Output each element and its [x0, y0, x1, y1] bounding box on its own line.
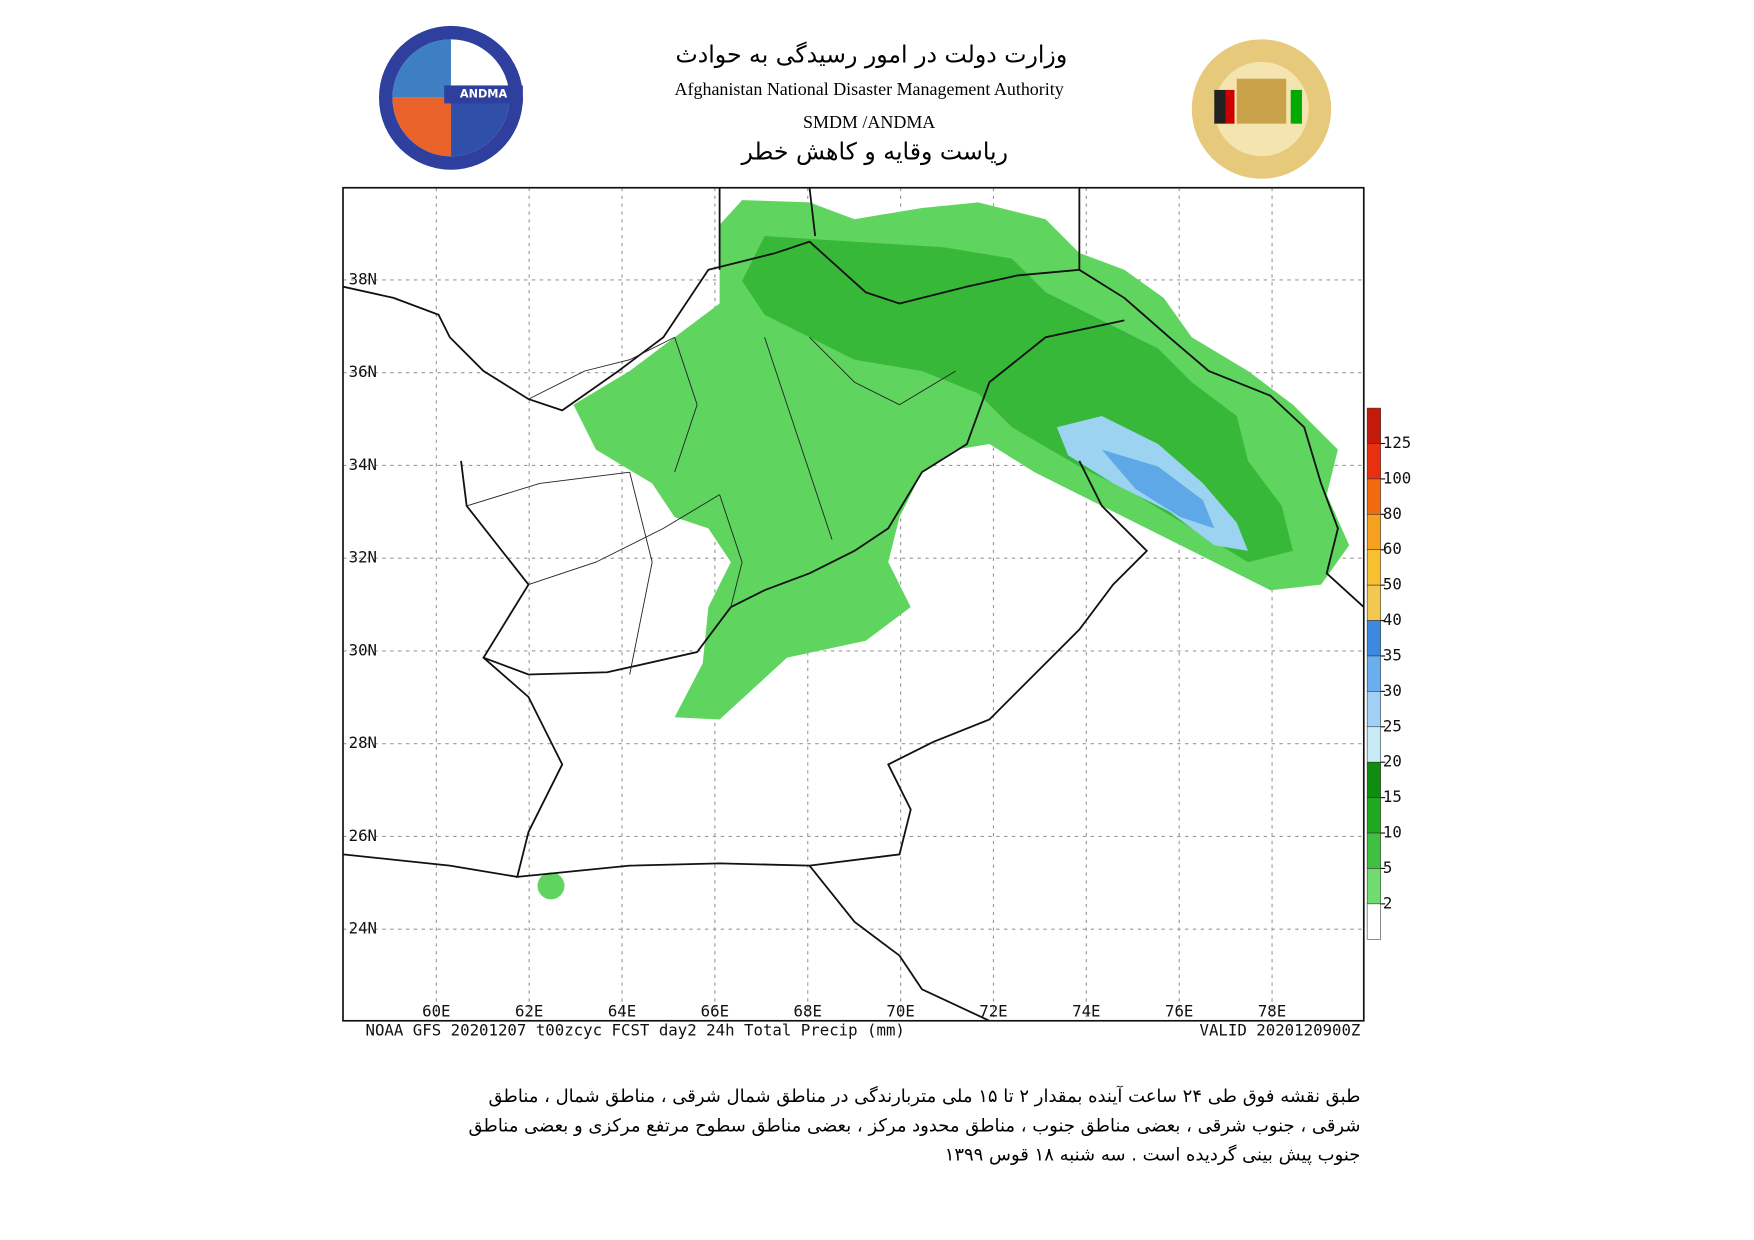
lon-label: 76E [1165, 1001, 1193, 1020]
lon-label: 68E [794, 1001, 822, 1020]
colorbar-label: 5 [1383, 858, 1392, 877]
map: 38N 36N 34N 32N 30N 28N 26N 24N 60E 62E 64E 66E 68E 7… [342, 186, 1411, 1039]
lat-label: 38N [349, 269, 377, 288]
map-caption: NOAA GFS 20201207 t00zcyc FCST day2 24h … [365, 1020, 904, 1039]
lat-label: 34N [349, 455, 377, 474]
colorbar-swatch [1366, 903, 1381, 940]
colorbar-swatch [1366, 443, 1381, 480]
colorbar-label: 30 [1383, 681, 1402, 700]
colorbar-swatch [1366, 761, 1381, 798]
colorbar-label: 35 [1383, 645, 1402, 664]
logo-text: ANDMA [460, 87, 508, 100]
colorbar-swatch [1366, 407, 1381, 444]
lon-label: 72E [979, 1001, 1007, 1020]
lon-label: 66E [701, 1001, 729, 1020]
colorbar-label: 50 [1383, 575, 1402, 594]
colorbar-label: 40 [1383, 610, 1402, 629]
colorbar-swatch [1366, 514, 1381, 551]
description-line: شرقی ، جنوب شرقی ، بعضی مناطق جنوب ، منا… [469, 1115, 1361, 1136]
lon-label: 78E [1258, 1001, 1286, 1020]
colorbar: 125 100 80 60 50 40 35 30 25 20 15 10 5 2 [1366, 407, 1411, 940]
title-en: Afghanistan National Disaster Management… [675, 79, 1064, 99]
colorbar-label: 60 [1383, 539, 1402, 558]
map-valid: VALID 2020120900Z [1200, 1020, 1361, 1039]
colorbar-label: 10 [1383, 823, 1402, 842]
dept-en: SMDM /ANDMA [803, 112, 935, 132]
colorbar-label: 2 [1383, 893, 1392, 912]
colorbar-swatch [1366, 655, 1381, 692]
colorbar-label: 80 [1383, 504, 1402, 523]
colorbar-swatch [1366, 691, 1381, 728]
lon-label: 64E [608, 1001, 636, 1020]
dept-fa: ریاست وقایه و کاهش خطر [741, 137, 1008, 165]
lon-label: 74E [1072, 1001, 1100, 1020]
lat-label: 30N [349, 640, 377, 659]
colorbar-label: 15 [1383, 787, 1402, 806]
lat-label: 32N [349, 548, 377, 567]
colorbar-swatch [1366, 478, 1381, 515]
lat-label: 36N [349, 362, 377, 381]
borders [343, 187, 1364, 1021]
colorbar-swatch [1366, 620, 1381, 657]
colorbar-swatch [1366, 726, 1381, 763]
colorbar-label: 100 [1383, 468, 1411, 487]
colorbar-swatch [1366, 584, 1381, 621]
colorbar-label: 20 [1383, 752, 1402, 771]
description-line: جنوب پیش بینی گردیده است . سه شنبه ۱۸ قو… [945, 1144, 1361, 1166]
lon-label: 62E [515, 1001, 543, 1020]
colorbar-swatch [1366, 868, 1381, 905]
description-line: طبق نقشه فوق طی ۲۴ ساعت آینده بمقدار ۲ ت… [489, 1084, 1361, 1107]
colorbar-label: 125 [1383, 433, 1411, 452]
lat-label: 26N [349, 826, 377, 845]
precip-areas [537, 200, 1350, 900]
colorbar-swatch [1366, 549, 1381, 586]
colorbar-label: 25 [1383, 716, 1402, 735]
emblem [1191, 39, 1332, 179]
colorbar-swatch [1366, 797, 1381, 834]
lat-label: 28N [349, 733, 377, 752]
description: طبق نقشه فوق طی ۲۴ ساعت آینده بمقدار ۲ ت… [469, 1084, 1361, 1165]
lat-label: 24N [349, 919, 377, 938]
colorbar-swatch [1366, 832, 1381, 869]
lon-label: 60E [422, 1001, 450, 1020]
title-fa: وزارت دولت در امور رسیدگی به حوادث [676, 41, 1068, 69]
lon-label: 70E [886, 1001, 914, 1020]
andma-logo: ANDMA [378, 25, 523, 170]
